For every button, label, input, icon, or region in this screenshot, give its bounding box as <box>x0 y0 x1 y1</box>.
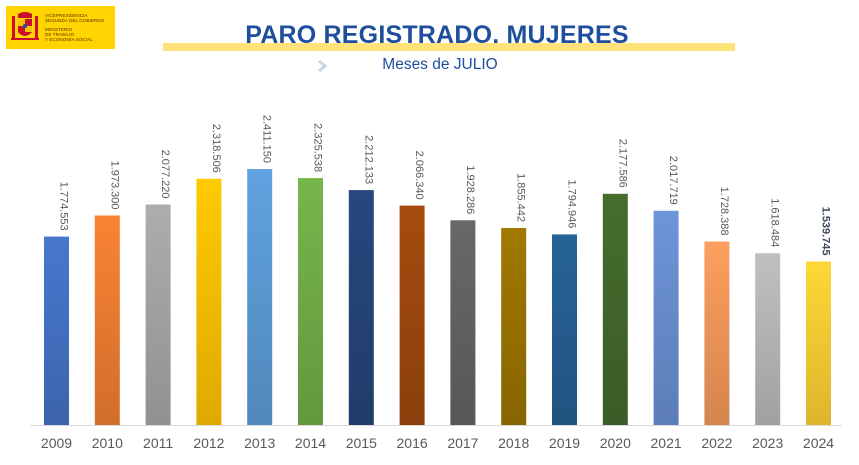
data-label-2015: 2.212.133 <box>362 135 374 184</box>
data-label-2021: 2.017.719 <box>667 156 679 205</box>
logo-line: de Trabajo <box>45 32 75 37</box>
data-label-2020: 2.177.586 <box>616 139 628 188</box>
chart-subtitle: Meses de JULIO <box>382 56 498 73</box>
x-tick-label-2012: 2012 <box>193 435 224 451</box>
data-label-2010: 1.973.300 <box>108 161 120 210</box>
data-label-2022: 1.728.388 <box>718 187 730 236</box>
bar-2011 <box>145 204 171 425</box>
x-tick-label-2021: 2021 <box>651 435 682 451</box>
logo-line: Ministerio <box>45 27 73 32</box>
x-tick-label-2023: 2023 <box>752 435 783 451</box>
bar-2014 <box>298 178 323 425</box>
bar-2024 <box>806 261 831 425</box>
spain-coat-of-arms-icon <box>11 11 39 40</box>
data-label-2009: 1.774.553 <box>58 182 70 231</box>
logo-line: Segunda del Gobierno <box>45 18 105 23</box>
x-tick-label-2020: 2020 <box>600 435 631 451</box>
x-tick-label-2011: 2011 <box>143 435 173 451</box>
data-label-2018: 1.855.442 <box>515 173 527 222</box>
bar-2017 <box>450 220 476 425</box>
bar-2009 <box>44 236 69 425</box>
bar-2018 <box>501 228 527 425</box>
chart-title: PARO REGISTRADO. MUJERES <box>245 21 629 49</box>
chevron-right-icon <box>318 60 328 72</box>
bar-2015 <box>348 190 374 425</box>
bar-2016 <box>399 205 425 425</box>
data-label-2017: 1.928.286 <box>464 165 476 214</box>
bar-2021 <box>653 210 679 425</box>
bar-2023 <box>755 253 781 425</box>
bar-2010 <box>94 215 120 425</box>
bar-2022 <box>704 241 730 425</box>
bar-2020 <box>602 193 628 425</box>
bar-2013 <box>247 169 273 425</box>
x-tick-label-2009: 2009 <box>41 435 72 451</box>
x-tick-label-2018: 2018 <box>498 435 529 451</box>
x-tick-label-2019: 2019 <box>549 435 580 451</box>
x-tick-label-2014: 2014 <box>295 435 326 451</box>
data-label-2016: 2.066.340 <box>413 151 425 200</box>
logo-line: Vicepresidencia <box>45 13 88 18</box>
data-label-2019: 1.794.946 <box>566 179 578 228</box>
x-tick-label-2016: 2016 <box>397 435 428 451</box>
government-logo: Vicepresidencia Segunda del Gobierno Min… <box>6 6 115 49</box>
data-label-2014: 2.325.538 <box>312 123 324 172</box>
data-label-2023: 1.618.484 <box>769 198 781 247</box>
x-tick-label-2024: 2024 <box>803 435 834 451</box>
logo-line: y Economía Social <box>45 37 93 42</box>
bar-2019 <box>552 234 577 425</box>
data-label-2024: 1.539.745 <box>820 207 832 256</box>
data-label-2013: 2.411.150 <box>261 115 273 163</box>
data-label-2011: 2.077.220 <box>159 150 171 199</box>
x-tick-label-2017: 2017 <box>447 435 478 451</box>
title-underline <box>163 43 735 51</box>
x-tick-label-2015: 2015 <box>346 435 377 451</box>
bar-2012 <box>196 178 222 425</box>
x-tick-label-2013: 2013 <box>244 435 275 451</box>
x-tick-label-2022: 2022 <box>701 435 732 451</box>
x-tick-label-2010: 2010 <box>92 435 123 451</box>
data-label-2012: 2.318.506 <box>210 124 222 173</box>
